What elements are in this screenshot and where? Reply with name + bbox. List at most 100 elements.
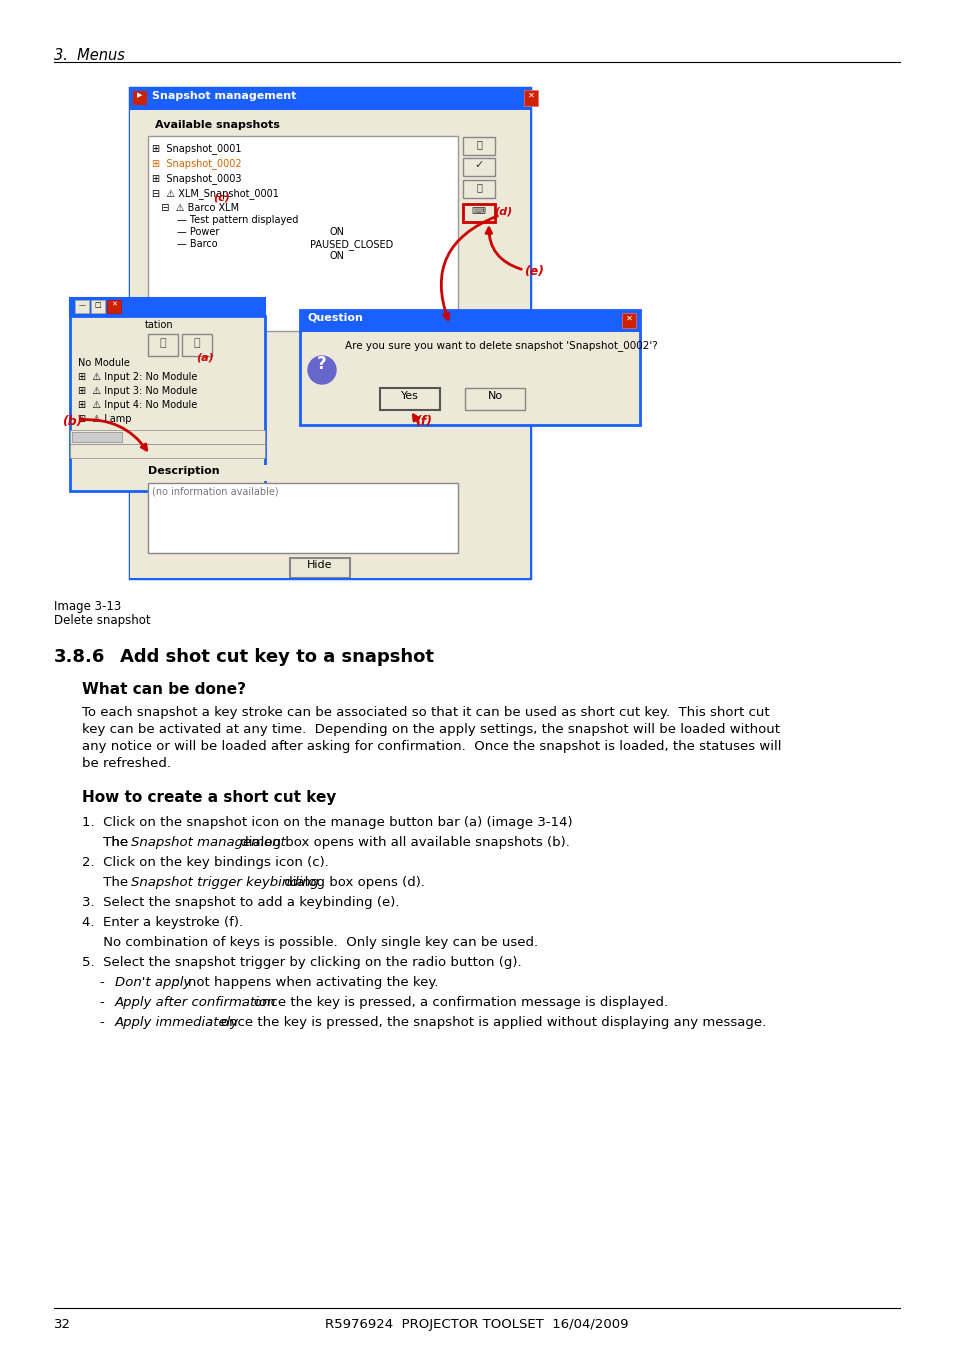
FancyBboxPatch shape	[130, 578, 530, 580]
Text: Hide: Hide	[307, 560, 333, 570]
Text: Image 3-13: Image 3-13	[54, 599, 121, 613]
FancyBboxPatch shape	[464, 387, 524, 410]
FancyBboxPatch shape	[379, 387, 439, 410]
Text: How to create a short cut key: How to create a short cut key	[82, 790, 336, 805]
Text: Delete snapshot: Delete snapshot	[54, 614, 151, 626]
Text: dialog box opens (d).: dialog box opens (d).	[280, 876, 424, 890]
Text: The: The	[82, 836, 132, 849]
Text: -: -	[100, 996, 113, 1008]
Text: :  not happens when activating the key.: : not happens when activating the key.	[175, 976, 438, 990]
FancyBboxPatch shape	[523, 90, 537, 107]
FancyBboxPatch shape	[148, 464, 457, 481]
Text: — Test pattern displayed: — Test pattern displayed	[152, 215, 298, 225]
Text: Snapshot management: Snapshot management	[132, 836, 286, 849]
Text: Apply after confirmation: Apply after confirmation	[115, 996, 276, 1008]
Text: —: —	[78, 302, 86, 308]
FancyBboxPatch shape	[148, 136, 457, 331]
Circle shape	[308, 356, 335, 383]
Text: -: -	[100, 1017, 113, 1029]
Text: The: The	[82, 876, 132, 890]
Text: No combination of keys is possible.  Only single key can be used.: No combination of keys is possible. Only…	[82, 936, 537, 949]
FancyBboxPatch shape	[621, 313, 636, 328]
Text: key can be activated at any time.  Depending on the apply settings, the snapshot: key can be activated at any time. Depend…	[82, 724, 780, 736]
FancyBboxPatch shape	[70, 298, 265, 316]
Text: -: -	[100, 976, 113, 990]
FancyBboxPatch shape	[462, 204, 495, 221]
Text: (no information available): (no information available)	[152, 487, 278, 497]
FancyBboxPatch shape	[148, 333, 178, 356]
Text: Description: Description	[148, 466, 219, 477]
Text: □: □	[94, 302, 101, 308]
Text: Snapshot trigger keybinding: Snapshot trigger keybinding	[132, 876, 319, 890]
FancyBboxPatch shape	[130, 88, 530, 109]
FancyBboxPatch shape	[130, 109, 530, 578]
Text: ⊞  ⚠ Input 3: No Module: ⊞ ⚠ Input 3: No Module	[78, 386, 197, 396]
FancyBboxPatch shape	[130, 88, 530, 578]
Text: any notice or will be loaded after asking for confirmation.  Once the snapshot i: any notice or will be loaded after askin…	[82, 740, 781, 753]
Text: 32: 32	[54, 1318, 71, 1331]
Text: ⊞  ⚠ Lamp: ⊞ ⚠ Lamp	[78, 414, 132, 424]
Text: 🖼: 🖼	[159, 338, 166, 348]
Text: No: No	[487, 392, 502, 401]
Text: ⊟  ⚠ XLM_Snapshot_0001: ⊟ ⚠ XLM_Snapshot_0001	[152, 188, 278, 198]
FancyBboxPatch shape	[462, 204, 495, 221]
Text: R5976924  PROJECTOR TOOLSET  16/04/2009: R5976924 PROJECTOR TOOLSET 16/04/2009	[325, 1318, 628, 1331]
Text: ✓: ✓	[474, 161, 483, 170]
Text: (c): (c)	[213, 192, 230, 202]
FancyBboxPatch shape	[71, 432, 122, 441]
FancyBboxPatch shape	[70, 431, 265, 444]
FancyBboxPatch shape	[70, 316, 265, 491]
Text: 5.  Select the snapshot trigger by clicking on the radio button (g).: 5. Select the snapshot trigger by clicki…	[82, 956, 521, 969]
Text: To each snapshot a key stroke can be associated so that it can be used as short : To each snapshot a key stroke can be ass…	[82, 706, 769, 720]
Text: — Power: — Power	[152, 227, 219, 238]
FancyBboxPatch shape	[132, 90, 147, 105]
Text: 4.  Enter a keystroke (f).: 4. Enter a keystroke (f).	[82, 917, 243, 929]
Text: be refreshed.: be refreshed.	[82, 757, 171, 769]
Text: (d): (d)	[494, 207, 512, 217]
Text: ⊟  ⚠ Barco XLM: ⊟ ⚠ Barco XLM	[152, 202, 239, 213]
Text: Snapshot management: Snapshot management	[152, 90, 296, 101]
Text: (a): (a)	[195, 352, 213, 363]
FancyBboxPatch shape	[299, 310, 639, 332]
Text: 📄: 📄	[476, 139, 481, 148]
Text: 3.  Select the snapshot to add a keybinding (e).: 3. Select the snapshot to add a keybindi…	[82, 896, 399, 909]
Text: ⊞  Snapshot_0002: ⊞ Snapshot_0002	[152, 158, 241, 169]
FancyBboxPatch shape	[290, 558, 350, 578]
Text: — Barco: — Barco	[152, 239, 217, 248]
Text: tation: tation	[145, 320, 173, 329]
FancyBboxPatch shape	[75, 300, 89, 313]
FancyBboxPatch shape	[70, 444, 265, 458]
Text: :  once the key is pressed, the snapshot is applied without displaying any messa: : once the key is pressed, the snapshot …	[209, 1017, 766, 1029]
FancyBboxPatch shape	[462, 158, 495, 176]
Text: ON: ON	[330, 251, 345, 261]
Text: (b): (b)	[62, 414, 82, 428]
FancyBboxPatch shape	[91, 300, 105, 313]
FancyBboxPatch shape	[462, 136, 495, 155]
Text: ⊞  ⚠ Input 2: No Module: ⊞ ⚠ Input 2: No Module	[78, 373, 197, 382]
Text: The: The	[82, 836, 132, 849]
Text: PAUSED_CLOSED: PAUSED_CLOSED	[310, 239, 393, 250]
Text: ?: ?	[316, 355, 327, 373]
Text: What can be done?: What can be done?	[82, 682, 246, 697]
Text: ✕: ✕	[527, 90, 534, 100]
Text: No Module: No Module	[78, 358, 130, 369]
Text: Yes: Yes	[400, 392, 418, 401]
Text: Don't apply: Don't apply	[115, 976, 191, 990]
Text: 2.  Click on the key bindings icon (c).: 2. Click on the key bindings icon (c).	[82, 856, 329, 869]
FancyBboxPatch shape	[182, 333, 212, 356]
Text: 📷: 📷	[193, 338, 200, 348]
Text: Question: Question	[308, 313, 363, 323]
Text: 3.8.6: 3.8.6	[54, 648, 105, 666]
Text: :  once the key is pressed, a confirmation message is displayed.: : once the key is pressed, a confirmatio…	[241, 996, 668, 1008]
Text: (e): (e)	[523, 265, 543, 278]
Text: ⊞  Snapshot_0001: ⊞ Snapshot_0001	[152, 143, 241, 154]
Text: (f): (f)	[415, 414, 432, 428]
Text: ⊞  Snapshot_0003: ⊞ Snapshot_0003	[152, 173, 241, 184]
Text: ON: ON	[330, 227, 345, 238]
Text: ✕: ✕	[111, 302, 117, 308]
Text: Available snapshots: Available snapshots	[154, 120, 279, 130]
Text: 3.  Menus: 3. Menus	[54, 49, 125, 63]
Text: Add shot cut key to a snapshot: Add shot cut key to a snapshot	[120, 648, 434, 666]
Text: ✕: ✕	[625, 315, 632, 323]
Text: 1.  Click on the snapshot icon on the manage button bar (a) (image 3-14): 1. Click on the snapshot icon on the man…	[82, 815, 572, 829]
